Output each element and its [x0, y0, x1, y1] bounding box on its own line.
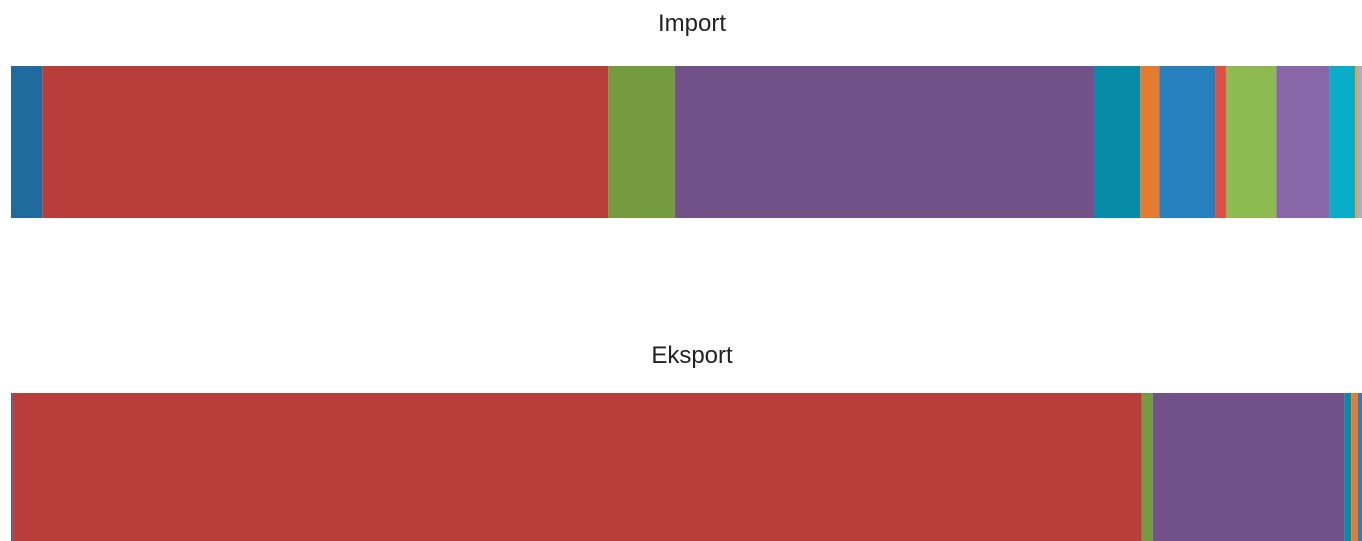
export-chart-title: Eksport — [651, 342, 733, 369]
import-segment-6 — [1140, 66, 1160, 218]
export-segment-6 — [1351, 393, 1358, 541]
import-segment-1 — [11, 66, 43, 218]
import-segment-11 — [1329, 66, 1356, 218]
import-chart-title: Import — [657, 10, 726, 37]
import-segment-10 — [1276, 66, 1330, 218]
import-segment-8 — [1215, 66, 1226, 218]
import-segment-5 — [1093, 66, 1141, 218]
export-segment-4 — [1152, 393, 1345, 541]
import-segment-9 — [1225, 66, 1277, 218]
import-segment-13 — [1357, 66, 1362, 218]
import-segment-2 — [42, 66, 609, 218]
export-segment-1 — [11, 393, 13, 541]
export-segment-5 — [1344, 393, 1352, 541]
export-segment-7 — [1357, 393, 1362, 541]
import-segment-4 — [674, 66, 1094, 218]
import-segment-3 — [608, 66, 675, 218]
export-segment-3 — [1141, 393, 1153, 541]
export-bar — [11, 393, 1362, 541]
import-bar — [11, 66, 1362, 218]
import-segment-12 — [1355, 66, 1358, 218]
import-segment-7 — [1159, 66, 1216, 218]
export-segment-2 — [12, 393, 1142, 541]
